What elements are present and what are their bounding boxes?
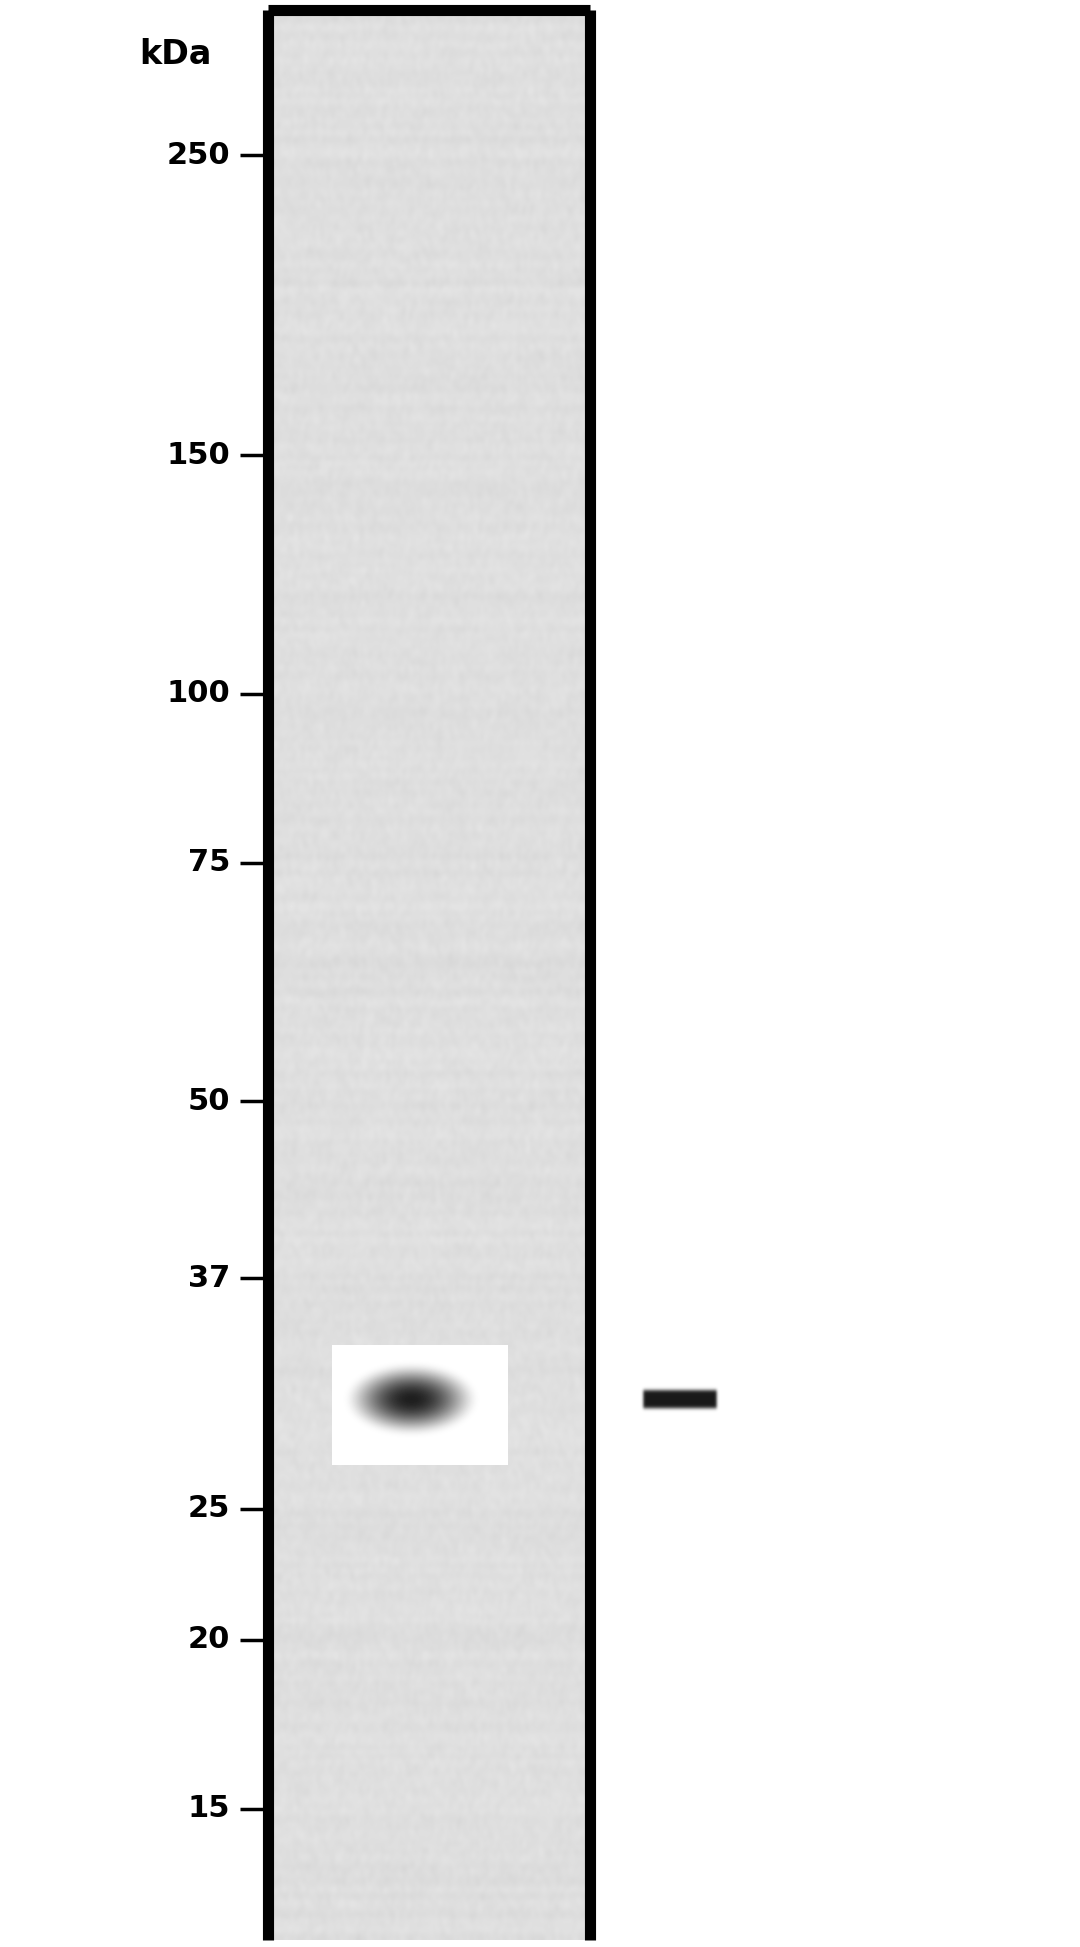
Text: 250: 250 xyxy=(166,140,230,169)
Text: 37: 37 xyxy=(188,1264,230,1293)
Text: 50: 50 xyxy=(188,1086,230,1116)
Text: 15: 15 xyxy=(188,1795,230,1822)
Text: 75: 75 xyxy=(188,849,230,878)
Text: 100: 100 xyxy=(166,680,230,709)
Text: kDa: kDa xyxy=(139,39,212,72)
Text: 150: 150 xyxy=(166,440,230,469)
Text: 20: 20 xyxy=(188,1626,230,1655)
Text: 25: 25 xyxy=(188,1493,230,1523)
